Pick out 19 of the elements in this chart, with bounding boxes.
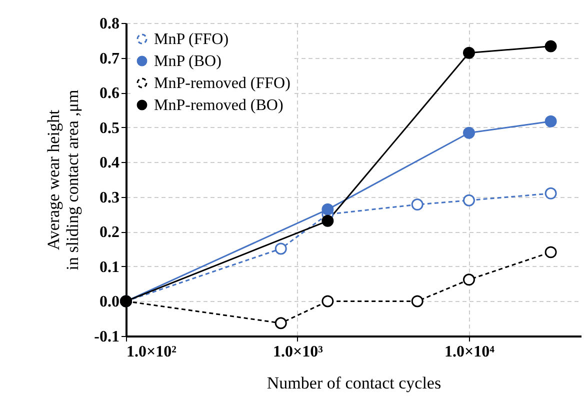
legend-label: MnP (FFO)	[154, 31, 229, 48]
y-axis-title: Average wear height in sliding contact area ,μm	[44, 90, 82, 270]
y-tick-label: -0.1	[94, 328, 120, 346]
x-tick-label: 1.0×10⁴	[444, 344, 495, 360]
x-tick-label: 1.0×10³	[273, 344, 324, 360]
y-tick-label: 0.5	[100, 120, 120, 137]
y-tick-label: 0.7	[100, 50, 120, 68]
y-tick-label: 0.8	[100, 16, 120, 32]
legend-label: MnP-removed (BO)	[154, 97, 284, 114]
y-tick-label: 0.4	[100, 154, 120, 172]
y-tick-label: 0.3	[100, 189, 120, 206]
y-tick-label: 0.2	[100, 224, 120, 242]
y-tick-label: 0.0	[100, 294, 120, 311]
legend-label: MnP (BO)	[154, 53, 222, 70]
x-tick-label: 1.0×10²	[126, 344, 177, 360]
x-axis-title: Number of contact cycles	[266, 374, 442, 392]
y-tick-label: 0.1	[100, 258, 120, 276]
legend-label: MnP-removed (FFO)	[154, 75, 290, 92]
y-tick-label: 0.6	[100, 85, 120, 102]
